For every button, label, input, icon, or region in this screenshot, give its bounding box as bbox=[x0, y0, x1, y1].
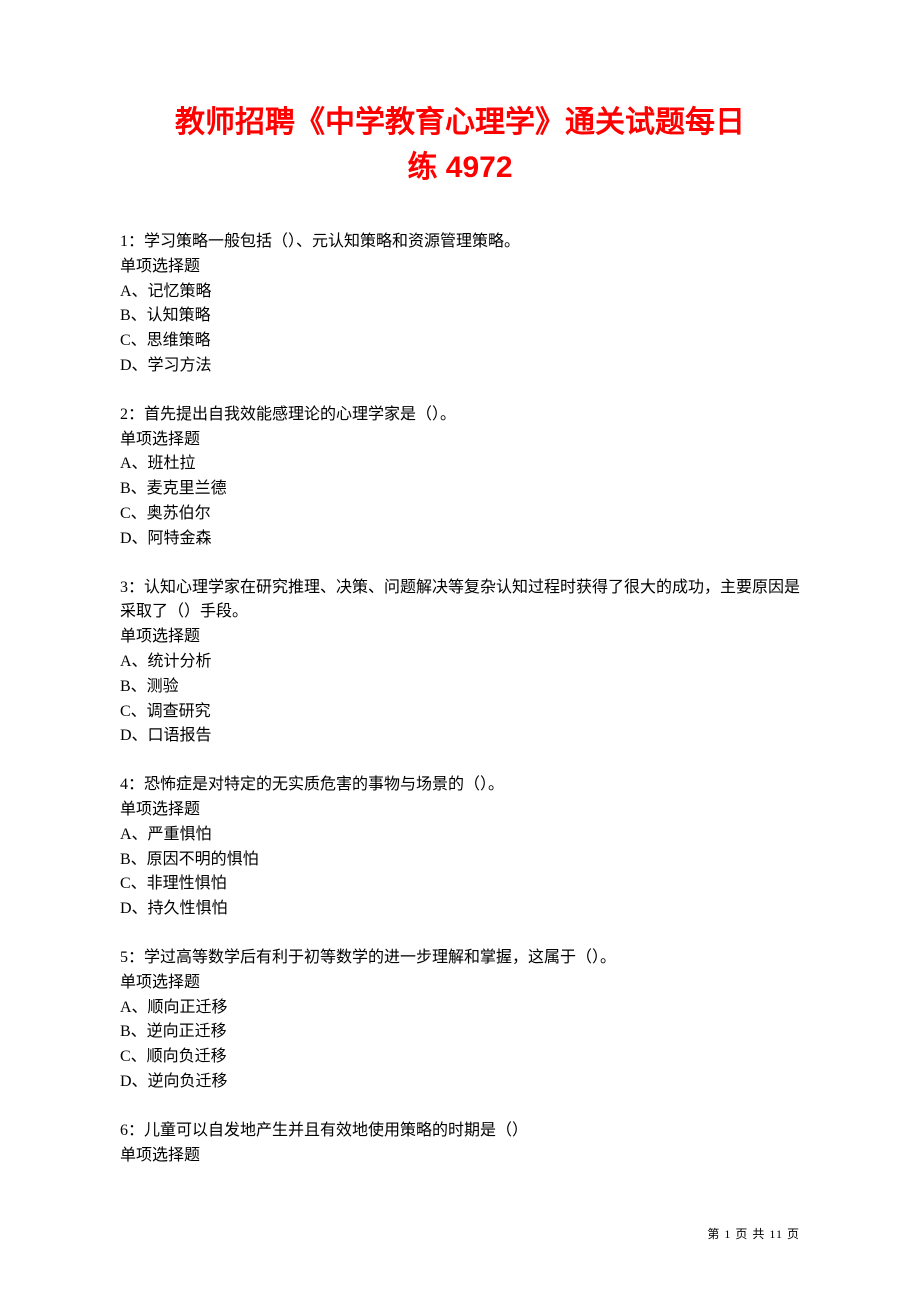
title-line-1: 教师招聘《中学教育心理学》通关试题每日 bbox=[120, 100, 800, 145]
question-block: 1：学习策略一般包括（）、元认知策略和资源管理策略。单项选择题A、记忆策略B、认… bbox=[120, 230, 800, 379]
question-type: 单项选择题 bbox=[120, 1144, 800, 1169]
question-option: A、严重惧怕 bbox=[120, 823, 800, 848]
page-footer: 第 1 页 共 11 页 bbox=[707, 1225, 800, 1242]
question-option: B、测验 bbox=[120, 675, 800, 700]
question-type: 单项选择题 bbox=[120, 625, 800, 650]
footer-mid: 页 共 bbox=[731, 1227, 769, 1241]
question-option: A、记忆策略 bbox=[120, 280, 800, 305]
footer-total-pages: 11 bbox=[769, 1227, 783, 1241]
question-block: 4：恐怖症是对特定的无实质危害的事物与场景的（）。单项选择题A、严重惧怕B、原因… bbox=[120, 773, 800, 922]
footer-suffix: 页 bbox=[783, 1227, 800, 1241]
question-stem: 5：学过高等数学后有利于初等数学的进一步理解和掌握，这属于（）。 bbox=[120, 946, 800, 971]
question-type: 单项选择题 bbox=[120, 971, 800, 996]
question-type: 单项选择题 bbox=[120, 255, 800, 280]
question-option: D、逆向负迁移 bbox=[120, 1070, 800, 1095]
question-option: C、顺向负迁移 bbox=[120, 1045, 800, 1070]
question-type: 单项选择题 bbox=[120, 428, 800, 453]
page-container: 教师招聘《中学教育心理学》通关试题每日 练 4972 1：学习策略一般包括（）、… bbox=[0, 0, 920, 1232]
question-option: A、班杜拉 bbox=[120, 452, 800, 477]
questions-list: 1：学习策略一般包括（）、元认知策略和资源管理策略。单项选择题A、记忆策略B、认… bbox=[120, 230, 800, 1168]
question-block: 3：认知心理学家在研究推理、决策、问题解决等复杂认知过程时获得了很大的成功，主要… bbox=[120, 576, 800, 750]
question-option: C、思维策略 bbox=[120, 329, 800, 354]
title-line-2: 练 4972 bbox=[120, 145, 800, 190]
question-option: C、调查研究 bbox=[120, 700, 800, 725]
question-stem: 1：学习策略一般包括（）、元认知策略和资源管理策略。 bbox=[120, 230, 800, 255]
question-type: 单项选择题 bbox=[120, 798, 800, 823]
question-option: B、原因不明的惧怕 bbox=[120, 848, 800, 873]
question-option: B、麦克里兰德 bbox=[120, 477, 800, 502]
question-block: 5：学过高等数学后有利于初等数学的进一步理解和掌握，这属于（）。单项选择题A、顺… bbox=[120, 946, 800, 1095]
question-stem: 4：恐怖症是对特定的无实质危害的事物与场景的（）。 bbox=[120, 773, 800, 798]
document-title: 教师招聘《中学教育心理学》通关试题每日 练 4972 bbox=[120, 100, 800, 190]
question-option: D、学习方法 bbox=[120, 354, 800, 379]
question-option: C、非理性惧怕 bbox=[120, 872, 800, 897]
question-option: B、认知策略 bbox=[120, 304, 800, 329]
question-option: B、逆向正迁移 bbox=[120, 1020, 800, 1045]
question-option: C、奥苏伯尔 bbox=[120, 502, 800, 527]
question-stem: 6：儿童可以自发地产生并且有效地使用策略的时期是（） bbox=[120, 1119, 800, 1144]
question-option: D、持久性惧怕 bbox=[120, 897, 800, 922]
question-stem: 3：认知心理学家在研究推理、决策、问题解决等复杂认知过程时获得了很大的成功，主要… bbox=[120, 576, 800, 626]
question-block: 6：儿童可以自发地产生并且有效地使用策略的时期是（）单项选择题 bbox=[120, 1119, 800, 1169]
question-option: A、统计分析 bbox=[120, 650, 800, 675]
question-option: D、口语报告 bbox=[120, 724, 800, 749]
question-option: D、阿特金森 bbox=[120, 527, 800, 552]
question-block: 2：首先提出自我效能感理论的心理学家是（）。单项选择题A、班杜拉B、麦克里兰德C… bbox=[120, 403, 800, 552]
question-stem: 2：首先提出自我效能感理论的心理学家是（）。 bbox=[120, 403, 800, 428]
footer-prefix: 第 bbox=[707, 1227, 724, 1241]
question-option: A、顺向正迁移 bbox=[120, 996, 800, 1021]
